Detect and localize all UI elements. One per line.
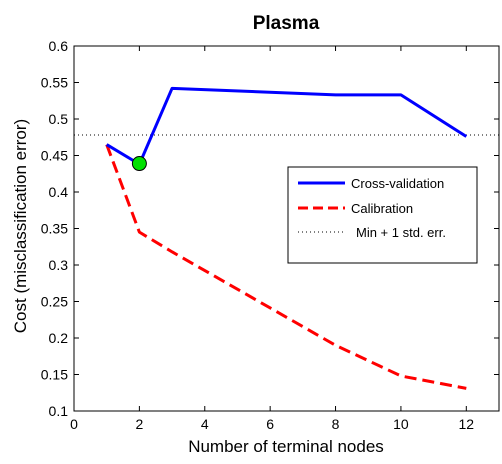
chart-title: Plasma xyxy=(253,13,320,34)
y-tick-label: 0.55 xyxy=(41,75,68,91)
x-tick-label: 2 xyxy=(135,416,143,432)
series-layer xyxy=(74,86,499,390)
legend-label-calibration: Calibration xyxy=(351,201,413,216)
x-tick-label: 10 xyxy=(393,416,409,432)
x-tick-label: 8 xyxy=(332,416,340,432)
plot-frame xyxy=(73,45,500,412)
legend: Cross-validation Calibration Min + 1 std… xyxy=(287,166,478,264)
x-tick-label: 12 xyxy=(459,416,475,432)
min-point-marker xyxy=(131,156,147,172)
x-tick-label: 4 xyxy=(201,416,209,432)
series-line-calibration xyxy=(105,144,467,390)
y-tick-label: 0.5 xyxy=(49,111,69,127)
x-tick-label: 6 xyxy=(266,416,274,432)
axis-ticks: 0 2 4 6 8 10 12 0.1 0.15 0.2 0.25 0.3 0.35 0.4 0.45 0.5… xyxy=(41,38,499,432)
y-tick-label: 0.1 xyxy=(49,403,69,419)
legend-label-cross-validation: Cross-validation xyxy=(351,176,444,191)
x-tick-label: 0 xyxy=(70,416,78,432)
y-tick-label: 0.6 xyxy=(49,38,69,54)
legend-label-min-std-err: Min + 1 std. err. xyxy=(356,225,446,240)
x-axis-label: Number of terminal nodes xyxy=(188,437,384,456)
y-tick-label: 0.25 xyxy=(41,294,68,310)
y-tick-label: 0.4 xyxy=(49,184,69,200)
y-tick-label: 0.15 xyxy=(41,367,68,383)
y-tick-label: 0.35 xyxy=(41,221,68,237)
y-tick-label: 0.3 xyxy=(49,257,69,273)
y-tick-label: 0.45 xyxy=(41,148,68,164)
y-tick-label: 0.2 xyxy=(49,330,69,346)
series-line-cross-validation xyxy=(105,86,468,166)
y-axis-label: Cost (misclassification error) xyxy=(11,119,30,333)
